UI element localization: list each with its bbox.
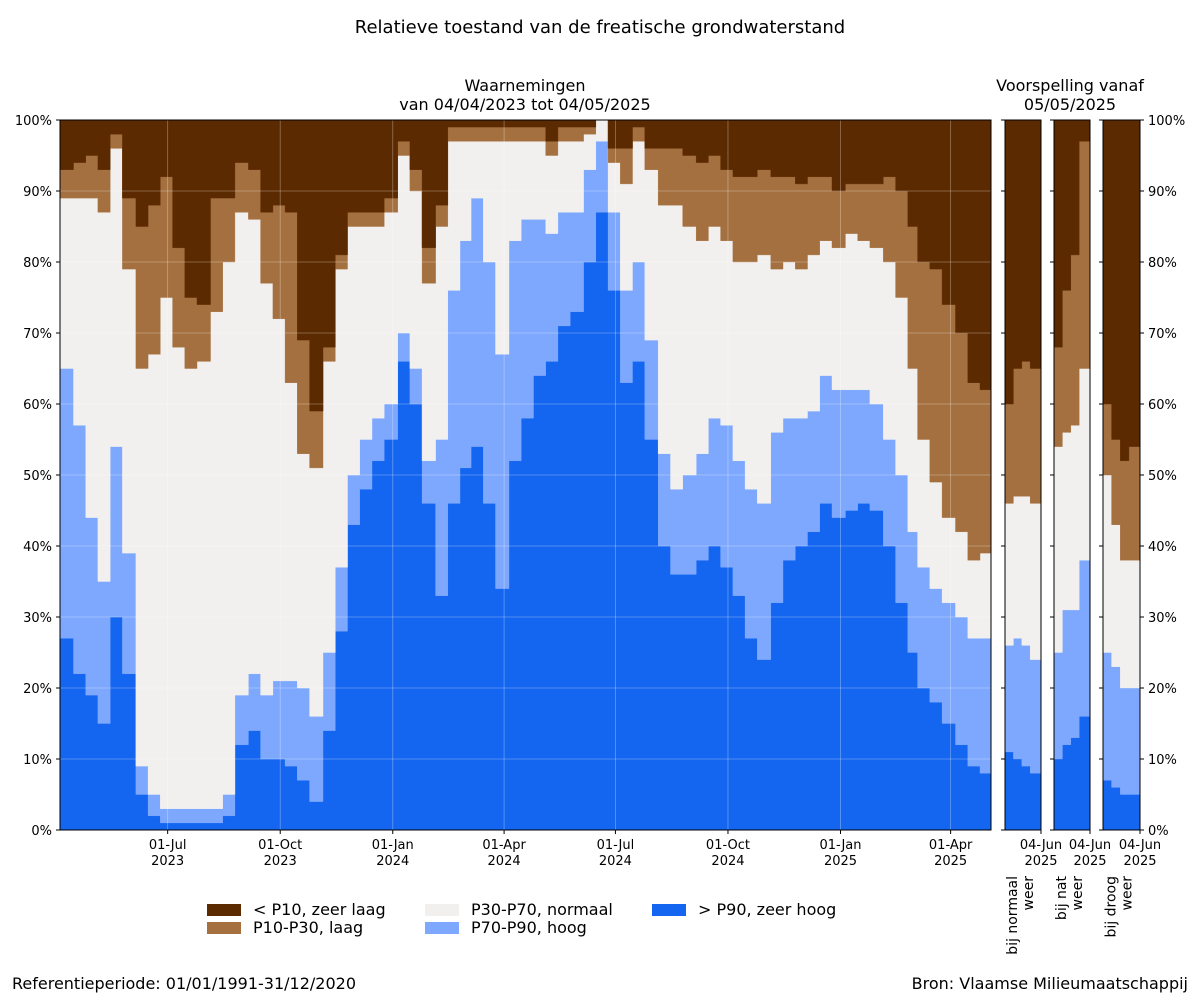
forecast-title-line2: 05/05/2025 <box>1023 95 1117 114</box>
x-tick-label: 01-Oct <box>258 838 302 853</box>
y-tick-label: 70% <box>23 327 52 342</box>
x-tick-label: 01-Jul <box>597 838 635 853</box>
x-tick-label: 04-Jun <box>1069 838 1111 853</box>
y-tick-label-right: 50% <box>1148 469 1177 484</box>
x-tick-label-year: 2023 <box>264 854 297 869</box>
x-tick-label-year: 2024 <box>711 854 744 869</box>
y-tick-label-right: 0% <box>1148 824 1169 839</box>
legend-item-p70-90: P70-P90, hoog <box>425 918 587 937</box>
forecast-panel-label-weer: weer <box>1070 876 1086 911</box>
legend-swatch-p90 <box>652 903 686 916</box>
x-tick-label: 04-Jun <box>1020 838 1062 853</box>
x-tick-label-year: 2025 <box>934 854 967 869</box>
x-tick-label: 01-Jan <box>820 838 862 853</box>
x-tick-label: 01-Jul <box>149 838 187 853</box>
x-tick-label-year: 2025 <box>1073 854 1106 869</box>
legend-label-p30-70: P30-P70, normaal <box>471 900 613 919</box>
legend-label-p10-30: P10-P30, laag <box>253 918 364 937</box>
forecast-panel-label: bij droog <box>1104 876 1120 937</box>
reference-period: Referentieperiode: 01/01/1991-31/12/2020 <box>12 974 356 993</box>
observations-title: Waarnemingen van 04/04/2023 tot 04/05/20… <box>60 76 990 114</box>
y-tick-label-right: 70% <box>1148 327 1177 342</box>
forecast-title: Voorspelling vanaf 05/05/2025 <box>970 76 1170 114</box>
legend-swatch-p10 <box>207 903 241 916</box>
forecast-panel-label-weer: weer <box>1021 876 1037 911</box>
x-tick-label-year: 2025 <box>1024 854 1057 869</box>
y-tick-label-right: 30% <box>1148 611 1177 626</box>
area-forecast-normaal-p10 <box>1004 119 1042 405</box>
legend: < P10, zeer laag P10-P30, laag P30-P70, … <box>207 900 887 940</box>
y-tick-label-right: 90% <box>1148 185 1177 200</box>
y-tick-label: 80% <box>23 256 52 271</box>
source-credit: Bron: Vlaamse Milieumaatschappij <box>911 974 1188 993</box>
legend-swatch-p70-90 <box>425 921 459 934</box>
y-tick-label: 90% <box>23 185 52 200</box>
y-tick-label-right: 80% <box>1148 256 1177 271</box>
legend-swatch-p30-70 <box>425 903 459 916</box>
y-tick-label: 50% <box>23 469 52 484</box>
legend-label-p70-90: P70-P90, hoog <box>471 918 587 937</box>
panel-forecast-normaal <box>1001 119 1042 834</box>
forecast-panel-label: bij normaal <box>1005 876 1021 955</box>
legend-item-p10-30: P10-P30, laag <box>207 918 363 937</box>
y-tick-label-right: 10% <box>1148 753 1177 768</box>
forecast-panel-label: bij nat <box>1054 875 1070 920</box>
legend-item-p90: > P90, zeer hoog <box>652 900 836 919</box>
legend-label-p10: < P10, zeer laag <box>253 900 386 919</box>
x-tick-label-year: 2024 <box>599 854 632 869</box>
x-tick-label: 01-Apr <box>929 838 973 853</box>
y-tick-label: 20% <box>23 682 52 697</box>
x-tick-label-year: 2024 <box>488 854 521 869</box>
x-tick-label-year: 2025 <box>824 854 857 869</box>
chart-title: Relatieve toestand van de freatische gro… <box>354 17 846 38</box>
panel-observations <box>56 119 992 834</box>
x-tick-label: 04-Jun <box>1119 838 1161 853</box>
y-tick-label: 0% <box>31 824 52 839</box>
forecast-panel-label-weer: weer <box>1120 876 1136 911</box>
legend-item-p30-70: P30-P70, normaal <box>425 900 613 919</box>
y-tick-label-right: 20% <box>1148 682 1177 697</box>
panel-forecast-droog <box>1099 119 1144 834</box>
x-tick-label: 01-Oct <box>706 838 750 853</box>
x-tick-label-year: 2023 <box>151 854 184 869</box>
x-tick-label: 01-Jan <box>372 838 414 853</box>
y-tick-label: 10% <box>23 753 52 768</box>
y-tick-label-right: 40% <box>1148 540 1177 555</box>
y-tick-label: 30% <box>23 611 52 626</box>
y-tick-label-right: 60% <box>1148 398 1177 413</box>
y-tick-label: 40% <box>23 540 52 555</box>
y-tick-label-right: 100% <box>1148 114 1185 129</box>
x-tick-label-year: 2025 <box>1123 854 1156 869</box>
panel-forecast-nat <box>1050 119 1091 834</box>
y-tick-label: 60% <box>23 398 52 413</box>
legend-label-p90: > P90, zeer hoog <box>698 900 837 919</box>
forecast-title-line1: Voorspelling vanaf <box>996 76 1144 95</box>
x-tick-label: 01-Apr <box>482 838 526 853</box>
observations-title-line1: Waarnemingen <box>464 76 586 95</box>
observations-title-line2: van 04/04/2023 tot 04/05/2025 <box>399 95 651 114</box>
legend-swatch-p10-30 <box>207 921 241 934</box>
legend-item-p10: < P10, zeer laag <box>207 900 386 919</box>
x-tick-label-year: 2024 <box>376 854 409 869</box>
y-tick-label: 100% <box>15 114 52 129</box>
